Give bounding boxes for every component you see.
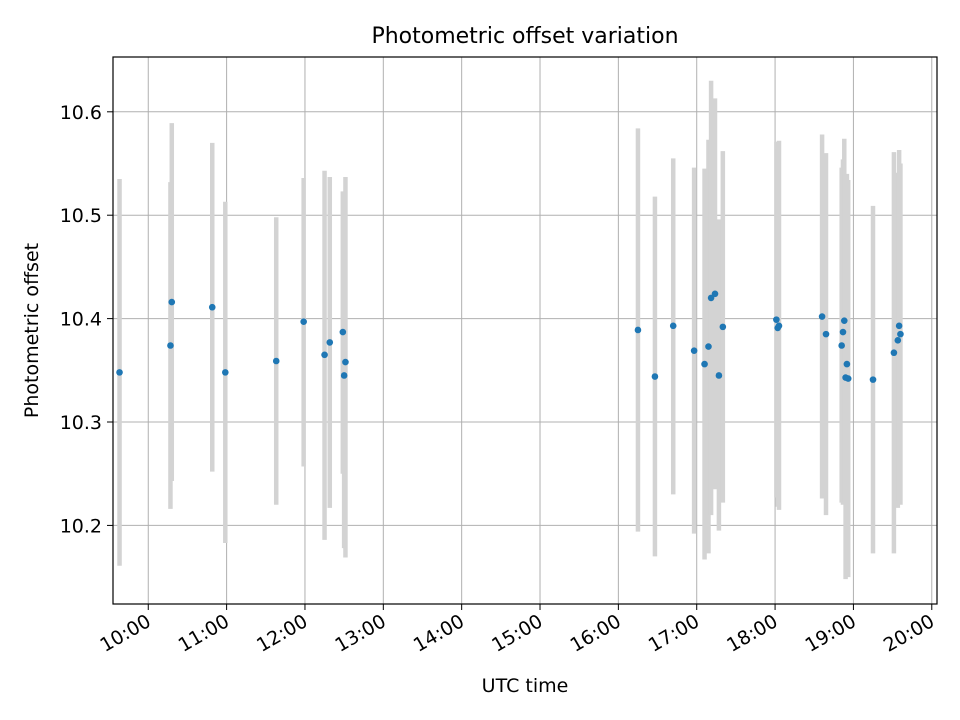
y-tick-label: 10.2 [60, 515, 102, 537]
data-point [272, 357, 280, 365]
data-point [843, 360, 851, 368]
data-point [839, 328, 847, 336]
data-point [775, 322, 783, 330]
chart-title: Photometric offset variation [371, 24, 678, 49]
grid [113, 57, 937, 604]
data-point [869, 376, 877, 383]
data-point [707, 294, 715, 302]
data-point [300, 318, 307, 326]
data-point [840, 317, 848, 324]
data-point [326, 339, 334, 346]
data-point [116, 369, 123, 376]
data-point [651, 373, 659, 380]
data-point [339, 328, 347, 336]
y-axis: 10.2 10.3 10.4 10.5 10.6 [60, 102, 113, 537]
data-point [895, 322, 903, 330]
y-tick-label: 10.4 [60, 309, 102, 331]
data-point [321, 351, 328, 359]
data-point [208, 303, 216, 311]
data-point [897, 330, 904, 338]
data-point [701, 360, 708, 368]
y-axis-label: Photometric offset [21, 243, 43, 418]
data-point [634, 326, 642, 334]
data-point [168, 298, 176, 306]
x-axis-label: UTC time [482, 675, 569, 697]
y-tick-label: 10.5 [60, 205, 102, 227]
plot-frame [112, 56, 938, 605]
data-point [773, 316, 780, 323]
data-point [705, 343, 712, 350]
data-point [715, 372, 723, 379]
data-point [669, 322, 677, 330]
data-point [719, 323, 727, 331]
data-point [818, 313, 826, 320]
data-point [894, 337, 902, 344]
data-point [167, 342, 174, 349]
y-tick-label: 10.6 [60, 102, 102, 124]
data-point [822, 330, 830, 338]
data-point [844, 375, 852, 382]
data-point [838, 342, 845, 349]
data-point [342, 358, 349, 366]
data-point [890, 349, 898, 357]
data-point [711, 290, 719, 298]
data-point [690, 347, 698, 354]
data-point [340, 372, 348, 379]
y-tick-label: 10.3 [60, 412, 102, 434]
data-points [116, 290, 904, 383]
data-point [222, 369, 229, 376]
